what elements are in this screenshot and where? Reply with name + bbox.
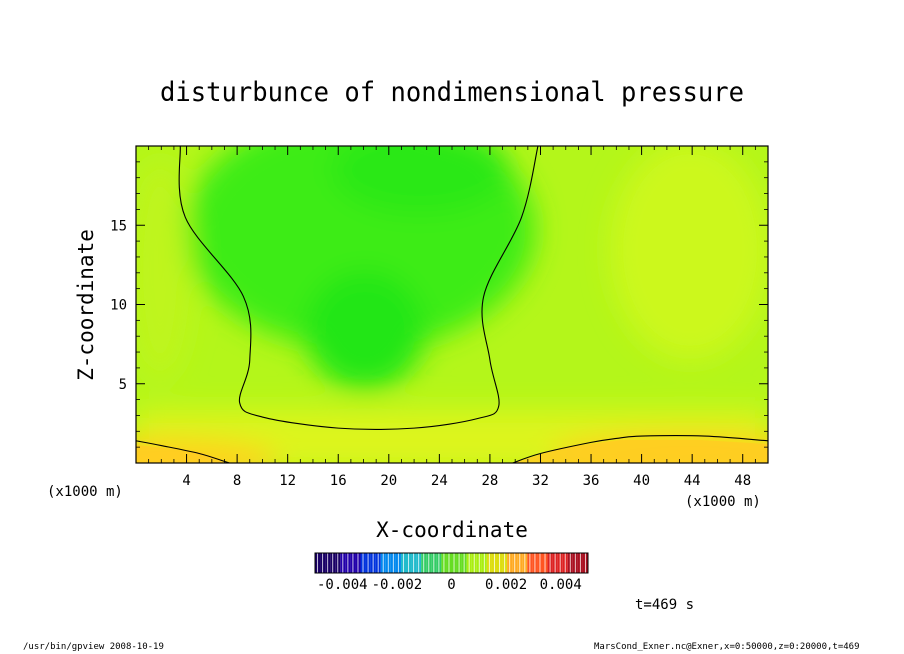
zero-contour-upper [178,146,539,430]
colorbar [315,553,588,573]
y-tick-label: 10 [110,298,127,314]
x-tick-label: 48 [734,473,751,489]
colorbar-tick-label: -0.002 [372,577,423,593]
contour-field [136,146,768,463]
y-axis: 5 10 15 [110,161,768,448]
x-tick-label: 36 [583,473,600,489]
colorbar-labels: -0.004 -0.002 0 0.002 0.004 [317,577,582,593]
x-tick-label: 4 [182,473,190,489]
chart-title: disturbunce of nondimensional pressure [160,77,744,108]
y-tick-label: 5 [119,377,127,393]
y-axis-label: Z-coordinate [74,229,98,381]
x-unit-right: (x1000 m) [685,494,761,510]
x-tick-label: 40 [633,473,650,489]
colorbar-tick-label: 0 [447,577,455,593]
x-axis: 4 8 12 16 20 24 28 32 36 40 44 48 [148,146,756,489]
colorbar-frame [314,552,589,574]
x-tick-label: 16 [330,473,347,489]
x-tick-label: 24 [431,473,448,489]
y-tick-label: 15 [110,218,127,234]
x-unit-left: (x1000 m) [47,484,123,500]
colorbar-tick-label: -0.004 [317,577,368,593]
contour-lines [136,146,768,463]
x-tick-label: 28 [481,473,498,489]
x-tick-label: 32 [532,473,549,489]
colorbar-tick-label: 0.004 [540,577,582,593]
x-tick-label: 20 [380,473,397,489]
footer-left: /usr/bin/gpview 2008-10-19 [23,642,164,652]
zero-contour-lower-right [512,435,768,463]
zero-contour-lower-left [136,440,230,463]
x-axis-label: X-coordinate [376,518,528,542]
x-tick-label: 44 [684,473,701,489]
footer-right: MarsCond_Exner.nc@Exner,x=0:50000,z=0:20… [594,642,860,652]
x-tick-label: 12 [279,473,296,489]
x-tick-label: 8 [233,473,241,489]
colorbar-tick-label: 0.002 [485,577,527,593]
time-label: t=469 s [635,597,694,613]
